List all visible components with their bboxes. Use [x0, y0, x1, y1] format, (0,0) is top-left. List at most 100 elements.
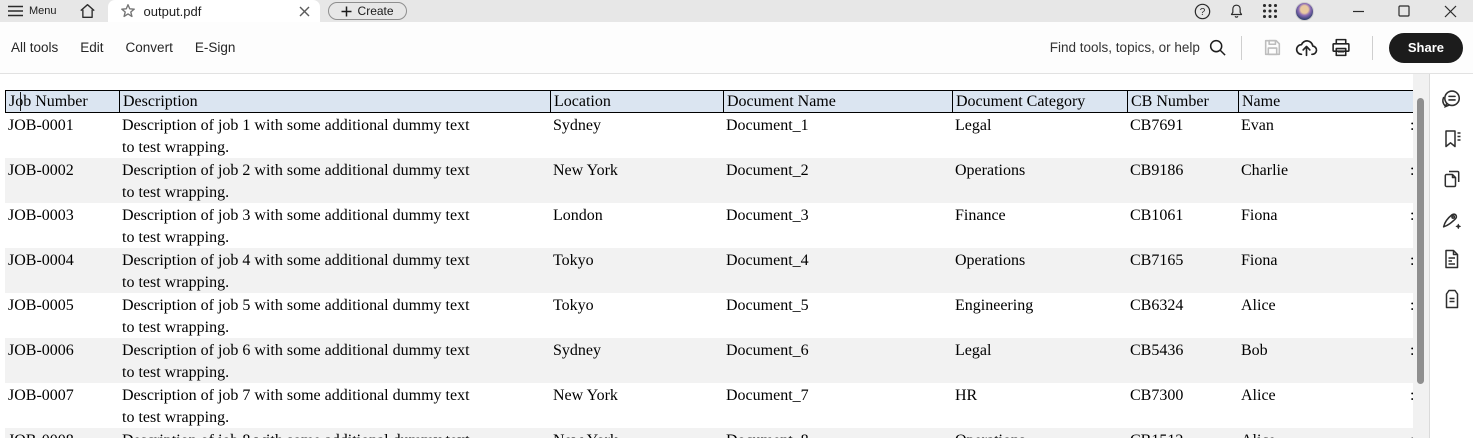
clipped-column-fragment: :: [1407, 248, 1413, 293]
header-description: Description: [120, 91, 551, 112]
clipped-column-fragment: :: [1407, 158, 1413, 203]
cell-name: Fiona: [1241, 252, 1278, 269]
cell-job-number: JOB-0008: [5, 428, 119, 438]
scrollbar-thumb[interactable]: [1417, 98, 1424, 384]
cell-name: Charlie: [1241, 162, 1289, 179]
cell-document-name: Document_8: [723, 428, 952, 438]
star-icon[interactable]: [120, 3, 136, 19]
nav-esign[interactable]: E-Sign: [194, 40, 236, 55]
cell-location: New York: [553, 162, 618, 179]
titlebar: Menu output.pdf Create ?: [0, 0, 1473, 22]
cell-document-name: Document_5: [726, 297, 809, 314]
svg-text:?: ?: [1199, 6, 1205, 17]
tab-close-icon[interactable]: [299, 6, 310, 17]
avatar[interactable]: [1287, 0, 1321, 22]
hamburger-icon: [8, 5, 23, 17]
pdf-page: Job Number Description Location Document…: [0, 74, 1413, 438]
pdf-table: Job Number Description Location Document…: [5, 90, 1413, 438]
cell-cb-number: CB5436: [1130, 342, 1184, 359]
table-body: JOB-0001 Description of job 1 with some …: [5, 113, 1413, 438]
cell-location: London: [553, 207, 603, 224]
plus-icon: [341, 6, 352, 17]
cell-document-category: Legal: [955, 117, 992, 134]
create-button[interactable]: Create: [327, 2, 407, 20]
cell-description: Description of job 1 with some additiona…: [122, 117, 470, 156]
cell-description: Description of job 4 with some additiona…: [122, 252, 470, 291]
cell-cb-number: CB1512: [1127, 428, 1238, 438]
share-upload-icon[interactable]: [1290, 33, 1324, 63]
cell-document-name: Document_7: [726, 387, 809, 404]
menu-button[interactable]: Menu: [0, 0, 67, 22]
bookmarks-icon[interactable]: [1440, 127, 1464, 151]
table-row: JOB-0006 Description of job 6 with some …: [5, 338, 1413, 383]
help-icon[interactable]: ?: [1185, 0, 1219, 22]
header-job-number: Job Number: [6, 91, 120, 112]
menu-label: Menu: [29, 5, 57, 17]
tools-nav: All tools Edit Convert E-Sign: [0, 40, 246, 55]
cell-document-name: Document_6: [726, 342, 809, 359]
cell-document-name: Document_4: [726, 252, 809, 269]
cell-cb-number: CB6324: [1130, 297, 1184, 314]
document-tab[interactable]: output.pdf: [107, 0, 320, 22]
home-icon: [79, 3, 96, 19]
table-row: JOB-0004 Description of job 4 with some …: [5, 248, 1413, 293]
cell-document-name: Document_2: [726, 162, 809, 179]
create-label: Create: [357, 4, 394, 18]
cell-document-name: Document_1: [726, 117, 809, 134]
cell-document-category: Operations: [955, 252, 1026, 269]
cell-document-category: Operations: [952, 428, 1127, 438]
header-cb-number: CB Number: [1128, 91, 1239, 112]
cell-location: Tokyo: [553, 297, 594, 314]
cell-description: Description of job 6 with some additiona…: [122, 342, 470, 381]
cell-job-number: JOB-0003: [8, 207, 74, 224]
cell-location: Tokyo: [553, 252, 594, 269]
cell-document-category: Operations: [955, 162, 1026, 179]
cell-job-number: JOB-0005: [8, 297, 74, 314]
cell-job-number: JOB-0004: [8, 252, 74, 269]
notifications-bell-icon[interactable]: [1219, 0, 1253, 22]
cell-description: Description of job 5 with some additiona…: [122, 297, 470, 336]
cell-job-number: JOB-0006: [8, 342, 74, 359]
nav-convert[interactable]: Convert: [125, 40, 173, 55]
clipped-column-fragment: :: [1407, 203, 1413, 248]
maximize-icon[interactable]: [1381, 0, 1427, 22]
cell-cb-number: CB7165: [1130, 252, 1184, 269]
header-location: Location: [551, 91, 724, 112]
ai-assistant-icon[interactable]: [1440, 87, 1464, 111]
cell-cb-number: CB9186: [1130, 162, 1184, 179]
home-button[interactable]: [67, 0, 108, 22]
toolbar: All tools Edit Convert E-Sign Find tools…: [0, 22, 1473, 74]
vertical-scrollbar[interactable]: [1413, 74, 1429, 438]
nav-all-tools[interactable]: All tools: [11, 40, 59, 55]
cell-cb-number: CB1061: [1130, 207, 1184, 224]
cell-document-category: Engineering: [955, 297, 1034, 314]
table-header-row: Job Number Description Location Document…: [5, 90, 1413, 113]
cell-cb-number: CB7691: [1130, 117, 1184, 134]
text-caret: [20, 92, 21, 111]
nav-edit[interactable]: Edit: [80, 40, 104, 55]
cell-location: Sydney: [553, 117, 601, 134]
fill-sign-icon[interactable]: [1440, 207, 1464, 231]
apps-grid-icon[interactable]: [1253, 0, 1287, 22]
header-document-category: Document Category: [953, 91, 1128, 112]
window-close-icon[interactable]: [1427, 0, 1473, 22]
cell-name: Alice: [1241, 387, 1276, 404]
print-icon[interactable]: [1324, 33, 1358, 63]
find-tools-search[interactable]: Find tools, topics, or help: [1050, 38, 1227, 57]
share-button[interactable]: Share: [1388, 32, 1463, 63]
cell-description: Description of job 8 with some additiona…: [119, 428, 550, 438]
header-document-name: Document Name: [724, 91, 953, 112]
clipped-column-fragment: :: [1407, 428, 1413, 438]
clipped-column-fragment: :: [1407, 293, 1413, 338]
cell-document-category: Finance: [955, 207, 1006, 224]
attachments-icon[interactable]: [1440, 247, 1464, 271]
minimize-icon[interactable]: [1335, 0, 1381, 22]
page-thumbnails-icon[interactable]: [1440, 167, 1464, 191]
cell-name: Alice: [1241, 297, 1276, 314]
tags-icon[interactable]: [1440, 287, 1464, 311]
search-icon[interactable]: [1208, 38, 1227, 57]
divider: [1240, 35, 1242, 60]
cell-location: New York: [550, 428, 723, 438]
cell-document-category: HR: [955, 387, 978, 404]
cell-description: Description of job 7 with some additiona…: [122, 387, 470, 426]
